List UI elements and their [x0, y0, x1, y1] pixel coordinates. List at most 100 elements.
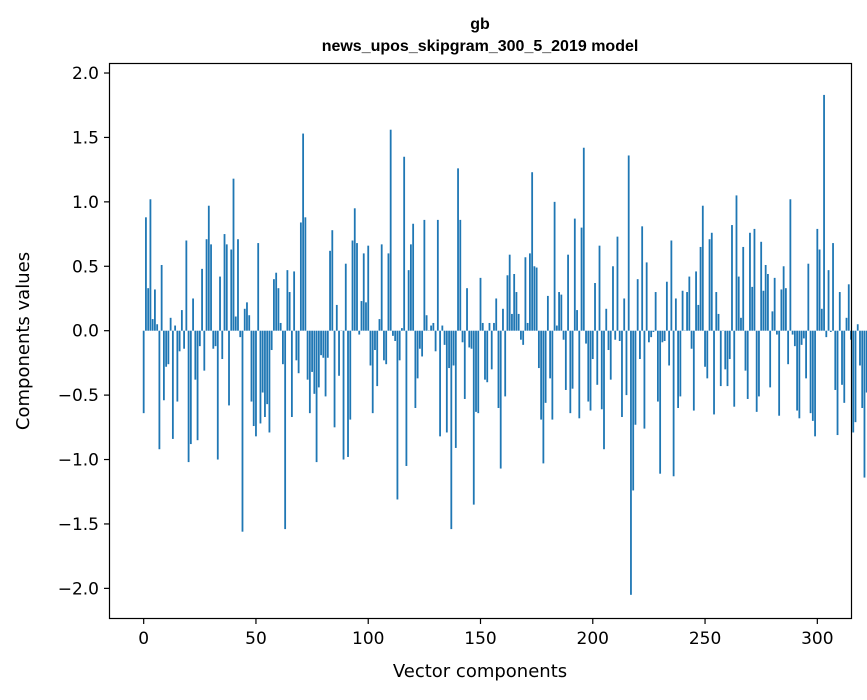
bar-component-86 [336, 305, 338, 331]
bar-component-314 [848, 284, 850, 330]
bar-component-176 [538, 331, 540, 368]
bar-component-200 [592, 331, 594, 359]
bar-component-0 [143, 331, 145, 413]
bar-component-287 [787, 331, 789, 365]
x-tick-label: 0 [138, 629, 149, 649]
bar-component-92 [349, 331, 351, 420]
y-tick-label: −2.0 [58, 579, 99, 599]
bar-component-118 [408, 270, 410, 331]
bar-component-219 [635, 331, 637, 425]
bar-component-229 [657, 331, 659, 402]
y-axis-label: Components values [13, 252, 34, 430]
bar-component-243 [688, 277, 690, 331]
bar-component-107 [383, 331, 385, 361]
bar-component-216 [628, 155, 630, 330]
y-tick-label: −1.0 [58, 451, 99, 471]
bar-component-3 [150, 199, 152, 330]
bar-component-36 [224, 234, 226, 331]
bar-component-156 [493, 323, 495, 331]
bar-component-309 [837, 331, 839, 435]
bar-component-153 [486, 331, 488, 383]
bar-component-206 [605, 309, 607, 331]
bar-component-226 [650, 331, 652, 337]
bar-component-145 [468, 331, 470, 348]
bar-component-61 [280, 323, 282, 331]
bar-component-111 [392, 331, 394, 336]
bar-component-265 [738, 277, 740, 331]
bar-component-215 [626, 331, 628, 395]
bar-component-138 [453, 331, 455, 366]
bar-component-181 [549, 331, 551, 379]
bar-component-159 [500, 331, 502, 469]
bar-component-303 [823, 95, 825, 331]
bar-component-157 [495, 298, 497, 330]
bar-component-124 [421, 331, 423, 357]
bar-component-19 [185, 241, 187, 331]
bar-component-80 [322, 331, 324, 358]
bar-component-289 [792, 331, 794, 335]
bar-component-199 [590, 331, 592, 411]
bar-component-77 [316, 331, 318, 462]
bar-component-46 [246, 302, 248, 330]
bar-component-75 [311, 331, 313, 372]
bar-component-279 [769, 331, 771, 388]
bar-component-125 [423, 220, 425, 331]
bar-component-140 [457, 168, 459, 330]
bar-component-246 [695, 271, 697, 330]
bar-component-47 [248, 315, 250, 330]
bar-component-89 [343, 331, 345, 460]
bar-component-62 [282, 331, 284, 365]
bar-component-318 [857, 324, 859, 330]
bar-component-269 [747, 331, 749, 399]
bar-component-65 [289, 292, 291, 331]
bar-component-270 [749, 233, 751, 331]
bar-component-121 [414, 331, 416, 408]
bar-component-162 [507, 275, 509, 330]
bar-component-179 [545, 331, 547, 403]
bar-component-164 [511, 314, 513, 331]
bar-component-242 [686, 292, 688, 331]
bar-component-197 [585, 331, 587, 344]
bar-component-27 [203, 331, 205, 371]
bar-component-310 [839, 292, 841, 331]
bar-component-9 [163, 331, 165, 401]
bar-component-274 [758, 331, 760, 397]
bar-component-293 [801, 331, 803, 345]
bar-component-114 [399, 331, 401, 361]
bar-component-294 [803, 331, 805, 339]
bar-component-85 [334, 331, 336, 428]
bar-component-73 [307, 331, 309, 380]
bar-component-5 [154, 289, 156, 330]
bar-component-20 [188, 331, 190, 462]
bar-component-171 [527, 323, 529, 331]
bar-component-173 [531, 172, 533, 330]
bar-component-54 [264, 331, 266, 417]
bar-component-56 [269, 331, 271, 433]
bar-component-106 [381, 244, 383, 330]
bar-component-183 [554, 202, 556, 331]
bar-component-240 [682, 291, 684, 331]
bar-component-248 [700, 247, 702, 331]
bar-component-208 [610, 331, 612, 380]
bar-component-8 [161, 265, 163, 331]
bar-component-247 [697, 305, 699, 331]
bar-component-302 [821, 309, 823, 331]
bar-component-180 [547, 296, 549, 331]
bar-component-259 [724, 331, 726, 370]
bar-component-123 [419, 331, 421, 349]
bar-component-266 [740, 318, 742, 331]
bar-component-12 [170, 318, 172, 331]
bar-component-263 [733, 331, 735, 407]
bar-component-126 [426, 315, 428, 330]
bar-component-170 [525, 257, 527, 330]
bar-component-201 [594, 283, 596, 331]
y-tick-label: 0.5 [72, 257, 99, 277]
bar-component-198 [587, 331, 589, 402]
bar-component-78 [318, 331, 320, 388]
bar-component-300 [816, 229, 818, 331]
bar-component-44 [242, 331, 244, 532]
bar-component-244 [691, 331, 693, 349]
bar-component-122 [417, 331, 419, 379]
bar-component-304 [825, 331, 827, 337]
